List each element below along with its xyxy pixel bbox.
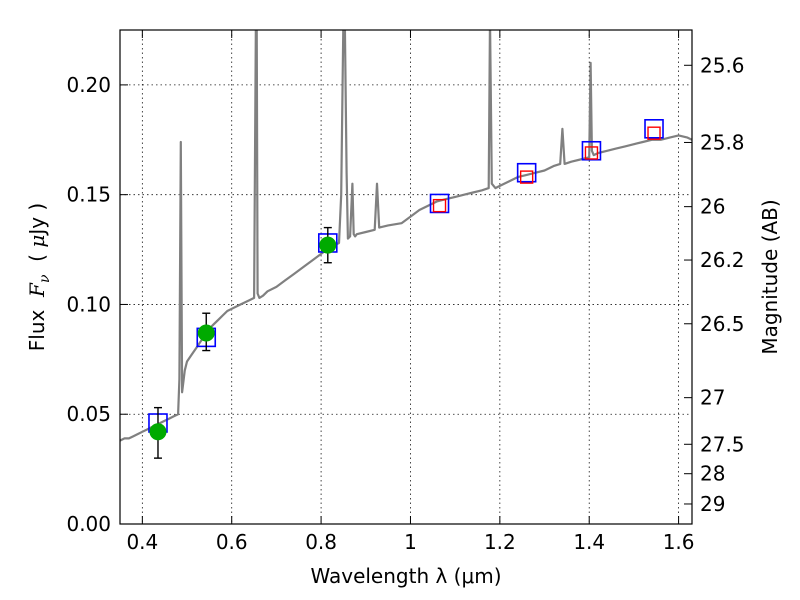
spectrum-line <box>120 30 692 442</box>
right-tick-label: 26 <box>700 195 725 219</box>
right-tick-label: 25.6 <box>700 53 745 77</box>
axis-ticks: 0.4 0.6 0.8 1 1.2 1.4 1.6 0.00 0.05 0.10 0.15 0.20 2… <box>66 30 745 554</box>
plot-frame <box>119 29 693 525</box>
y-axis-title-mu: μ <box>25 235 49 248</box>
x-axis-title: Wavelength λ (μm) <box>310 564 501 588</box>
observed-flux-point <box>149 423 167 441</box>
right-tick-label: 28 <box>700 462 725 486</box>
photometry-points <box>148 119 664 459</box>
x-tick-label: 1.2 <box>484 530 516 554</box>
y-axis-title-subscript: ν <box>37 274 53 283</box>
spectrum-layer <box>120 30 692 442</box>
y-axis-title-part: ( <box>25 248 49 275</box>
right-axis-title: Magnitude (AB) <box>758 199 782 354</box>
x-tick-label: 0.4 <box>126 530 158 554</box>
right-tick-label: 27.5 <box>700 432 745 456</box>
grid-lines <box>120 30 692 525</box>
model-flux-box-blue <box>644 119 664 139</box>
y-axis-title-part: Flux <box>25 297 49 351</box>
model-flux-box-blue <box>581 140 602 161</box>
model-flux-box-red <box>584 146 599 160</box>
right-tick-label: 27 <box>700 386 725 410</box>
x-tick-label: 1.4 <box>573 530 605 554</box>
right-tick-label: 26.5 <box>700 312 745 336</box>
y-axis-title-part: Jy ) <box>25 203 49 237</box>
y-axis-title: Flux Fν ( μJy ) <box>25 203 53 351</box>
right-tick-label: 25.8 <box>700 130 745 154</box>
y-tick-label: 0.10 <box>66 292 111 316</box>
observed-flux-point <box>197 324 215 342</box>
y-tick-label: 0.00 <box>66 512 111 536</box>
y-tick-label: 0.20 <box>66 73 111 97</box>
x-tick-label: 0.8 <box>305 530 337 554</box>
observed-flux-point <box>319 236 337 254</box>
right-tick-label: 29 <box>700 492 725 516</box>
y-tick-label: 0.15 <box>66 183 111 207</box>
x-tick-label: 1 <box>404 530 417 554</box>
y-tick-label: 0.05 <box>66 402 111 426</box>
model-flux-box-red <box>647 126 661 140</box>
model-flux-box-blue <box>516 162 537 183</box>
x-tick-label: 1.6 <box>663 530 695 554</box>
x-tick-label: 0.6 <box>216 530 248 554</box>
model-flux-box-red <box>519 170 534 184</box>
y-axis-title-symbol: F <box>25 282 49 298</box>
model-flux-box-blue <box>429 193 450 214</box>
right-tick-label: 26.2 <box>700 248 745 272</box>
model-flux-box-red <box>432 198 447 213</box>
